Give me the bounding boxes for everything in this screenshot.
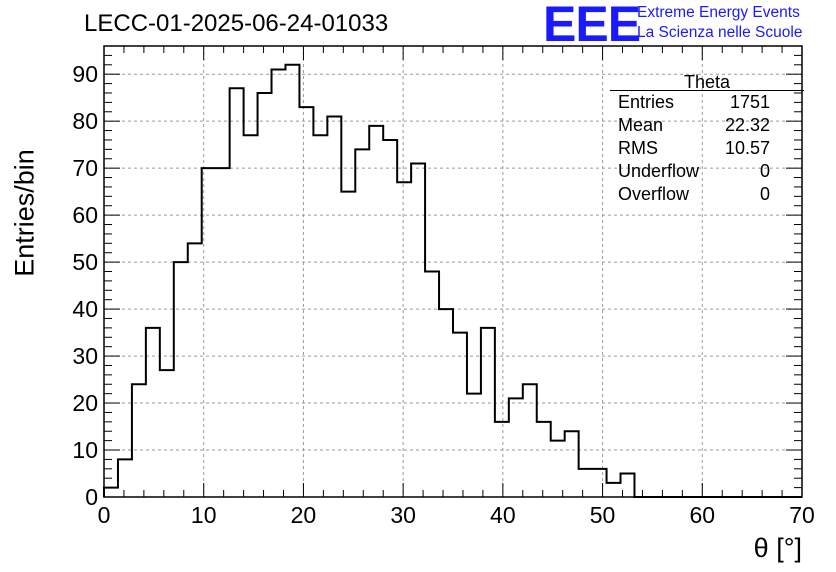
eee-logo: EEE bbox=[543, 0, 641, 52]
x-tick-label: 40 bbox=[490, 502, 516, 528]
y-tick-label: 90 bbox=[72, 61, 98, 87]
stats-row-rms: RMS 10.57 bbox=[610, 137, 804, 160]
stats-label: RMS bbox=[618, 138, 658, 158]
logo-caption-line1: Extreme Energy Events bbox=[637, 4, 800, 21]
stats-value: 0 bbox=[759, 184, 770, 204]
y-tick-label: 30 bbox=[72, 343, 98, 369]
x-tick-label: 10 bbox=[191, 502, 217, 528]
stats-value: 1751 bbox=[729, 92, 770, 112]
histogram-series-line bbox=[103, 63, 802, 498]
y-tick-label: 80 bbox=[72, 108, 98, 134]
stats-label: Mean bbox=[618, 115, 664, 135]
x-tick-labels: 0 10 20 30 40 50 60 70 bbox=[98, 502, 815, 528]
stats-title: Theta bbox=[610, 72, 804, 92]
logo-caption: Extreme Energy Events La Scienza nelle S… bbox=[637, 3, 802, 43]
x-tick-label: 0 bbox=[98, 502, 111, 528]
y-axis-label: Entries/bin bbox=[5, 113, 45, 313]
y-tick-label: 50 bbox=[72, 249, 98, 275]
y-tick-label: 0 bbox=[85, 484, 98, 510]
logo-caption-line2: La Scienza nelle Scuole bbox=[637, 24, 803, 41]
y-axis-label-text: Entries/bin bbox=[9, 149, 40, 277]
stats-row-entries: Entries 1751 bbox=[610, 91, 804, 114]
x-tick-label: 20 bbox=[291, 502, 317, 528]
x-axis-label: θ [°] bbox=[753, 533, 802, 563]
stats-row-underflow: Underflow 0 bbox=[610, 160, 804, 183]
stats-value: 10.57 bbox=[724, 138, 770, 158]
x-tick-label: 60 bbox=[689, 502, 715, 528]
stats-box: Theta Entries 1751 Mean 22.32 RMS 10.57 Und… bbox=[610, 72, 804, 206]
stats-label: Underflow bbox=[618, 161, 700, 181]
stats-label: Entries bbox=[618, 92, 675, 112]
x-tick-label: 30 bbox=[390, 502, 416, 528]
x-tick-label: 50 bbox=[590, 502, 616, 528]
y-tick-label: 10 bbox=[72, 437, 98, 463]
x-tick-label: 70 bbox=[789, 502, 815, 528]
plot-frame bbox=[103, 45, 803, 498]
y-tick-label: 60 bbox=[72, 202, 98, 228]
stats-row-overflow: Overflow 0 bbox=[610, 183, 804, 206]
stats-row-mean: Mean 22.32 bbox=[610, 114, 804, 137]
axis-ticks bbox=[103, 45, 803, 498]
stats-value: 22.32 bbox=[724, 115, 770, 135]
chart-title: LECC-01-2025-06-24-01033 bbox=[84, 10, 389, 37]
y-tick-label: 40 bbox=[72, 296, 98, 322]
y-tick-label: 70 bbox=[72, 155, 98, 181]
y-tick-labels: 0 10 20 30 40 50 60 70 80 90 bbox=[72, 61, 98, 510]
y-tick-label: 20 bbox=[72, 390, 98, 416]
stats-value: 0 bbox=[759, 161, 770, 181]
stats-label: Overflow bbox=[618, 184, 690, 204]
